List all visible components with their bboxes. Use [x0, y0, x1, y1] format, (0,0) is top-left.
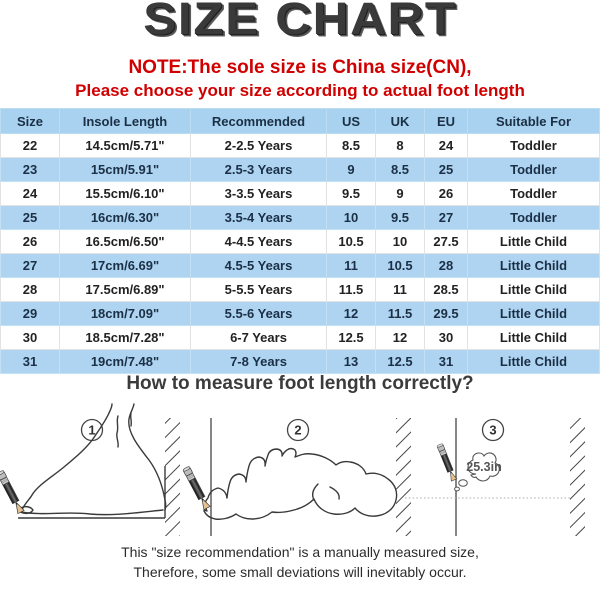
svg-text:25.3in: 25.3in	[466, 460, 501, 474]
svg-text:1: 1	[88, 423, 95, 438]
svg-text:2: 2	[294, 423, 301, 438]
svg-text:3: 3	[489, 423, 496, 438]
